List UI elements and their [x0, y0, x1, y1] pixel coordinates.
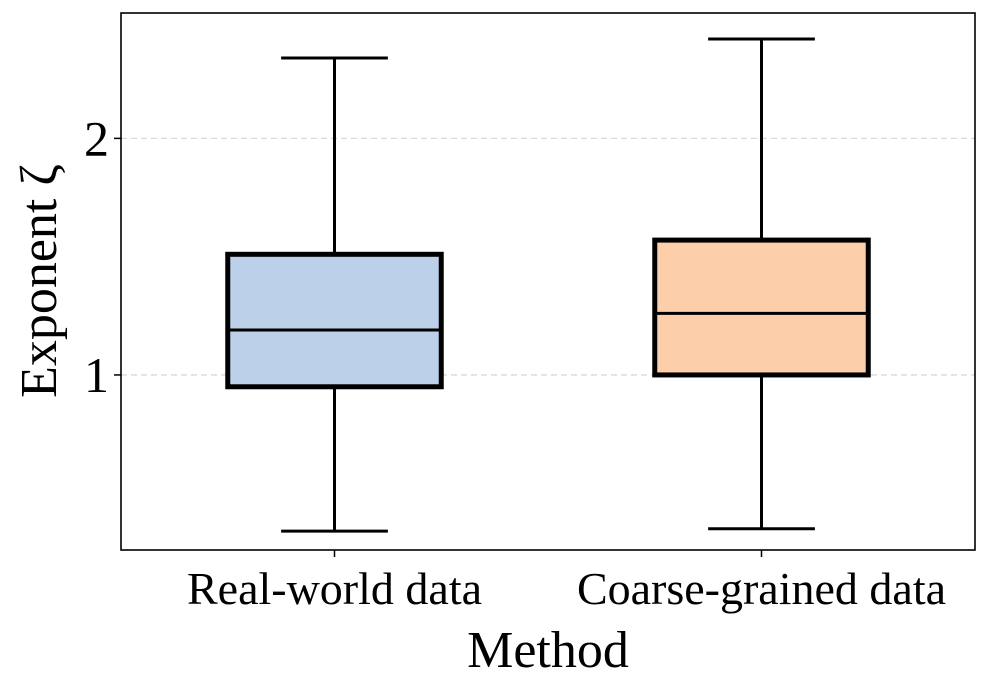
box-group	[225, 56, 444, 533]
box	[652, 237, 871, 378]
x-tick-label: Real-world data	[187, 563, 482, 614]
y-tick-label: 1	[84, 347, 109, 403]
x-axis-label: Method	[467, 622, 629, 679]
box-group	[652, 37, 871, 531]
x-tick-label: Coarse-grained data	[577, 563, 946, 614]
boxes	[225, 37, 871, 533]
y-axis-label: Exponent ζ	[11, 164, 68, 398]
plot-frame	[120, 12, 976, 551]
y-tick-label: 2	[84, 110, 109, 166]
y-axis-ticks: 12	[84, 110, 121, 403]
x-axis-ticks: Real-world data Coarse-grained data	[187, 550, 946, 614]
box	[225, 251, 444, 390]
